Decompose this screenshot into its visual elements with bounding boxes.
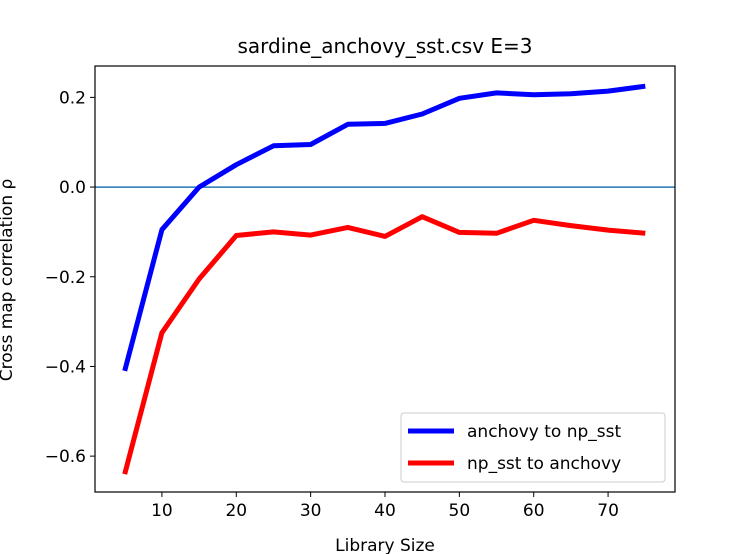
chart-title: sardine_anchovy_sst.csv E=3	[237, 34, 532, 58]
series-line-2	[122, 214, 646, 475]
y-tick-label: −0.2	[45, 268, 86, 288]
y-tick-label: 0.2	[59, 88, 86, 108]
x-tick-label: 60	[523, 501, 545, 521]
y-tick-label: −0.6	[45, 447, 86, 467]
x-tick-label: 10	[151, 501, 173, 521]
legend-box	[400, 412, 666, 483]
legend: anchovy to np_sst np_sst to anchovy	[400, 412, 666, 483]
y-tick-label: 0.0	[59, 178, 86, 198]
x-tick-label: 50	[449, 501, 471, 521]
y-tick-label: −0.4	[45, 357, 86, 377]
x-tick-label: 30	[300, 501, 322, 521]
x-tick-label: 20	[225, 501, 247, 521]
legend-label-1: anchovy to np_sst	[467, 422, 621, 442]
legend-label-2: np_sst to anchovy	[467, 454, 621, 474]
series-line-1	[122, 83, 646, 372]
plot-area: 10 20 30 40 50 60 70 −0.6 −0.4 −0.2 0.0 0.2	[45, 65, 676, 521]
x-axis-label: Library Size	[335, 536, 435, 554]
x-tick-label: 40	[374, 501, 396, 521]
x-tick-label: 70	[597, 501, 619, 521]
y-axis-label: Cross map correlation ρ	[0, 179, 17, 382]
